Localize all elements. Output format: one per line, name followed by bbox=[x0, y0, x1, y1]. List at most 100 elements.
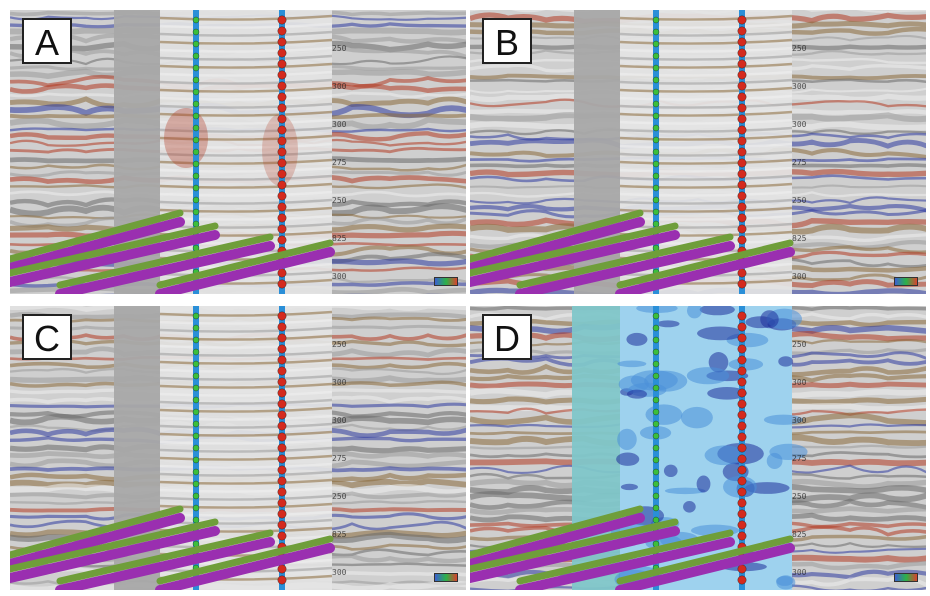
pipe-highlight bbox=[56, 529, 274, 585]
well-marker bbox=[737, 103, 747, 113]
well-marker bbox=[277, 564, 287, 574]
pipe-highlight bbox=[470, 209, 644, 263]
well-marker bbox=[652, 348, 660, 356]
section-reflector bbox=[619, 190, 793, 197]
well-marker bbox=[192, 40, 200, 48]
well-marker bbox=[737, 191, 747, 201]
pipe bbox=[10, 217, 185, 273]
section-reflector bbox=[159, 174, 333, 181]
well-marker bbox=[277, 487, 287, 497]
attribute-blob bbox=[769, 443, 808, 461]
well-marker bbox=[737, 114, 747, 124]
well-marker bbox=[277, 421, 287, 431]
seismic-scene bbox=[470, 306, 926, 590]
section-reflector bbox=[619, 198, 793, 205]
well-marker bbox=[192, 516, 200, 524]
well-marker bbox=[192, 148, 200, 156]
well-marker bbox=[737, 399, 747, 409]
panel-label: D bbox=[482, 314, 532, 360]
well-marker bbox=[737, 333, 747, 343]
depth-tick: 300 bbox=[332, 272, 347, 281]
section-reflector bbox=[159, 198, 333, 205]
section-reflector bbox=[619, 94, 793, 101]
well-marker bbox=[737, 48, 747, 58]
well-marker bbox=[737, 70, 747, 80]
attribute-blob bbox=[683, 501, 696, 513]
color-scale-key bbox=[894, 277, 918, 286]
depth-tick: 275 bbox=[332, 158, 347, 167]
section-reflector bbox=[159, 182, 333, 189]
section-reflector bbox=[159, 190, 333, 197]
pipe-highlight bbox=[516, 529, 734, 585]
well-marker bbox=[277, 377, 287, 387]
well-marker bbox=[652, 492, 660, 500]
section-reflector bbox=[159, 118, 333, 125]
section-reflector bbox=[159, 494, 333, 501]
section-reflector bbox=[619, 54, 793, 61]
well-marker bbox=[652, 136, 660, 144]
well-marker bbox=[277, 136, 287, 146]
well-marker bbox=[737, 465, 747, 475]
well-marker bbox=[192, 196, 200, 204]
well-marker bbox=[652, 28, 660, 36]
section-reflector bbox=[159, 462, 333, 469]
well-marker bbox=[192, 16, 200, 24]
well-marker bbox=[192, 408, 200, 416]
well-marker bbox=[192, 348, 200, 356]
seismic-scene bbox=[470, 10, 926, 294]
attribute-blob bbox=[697, 326, 744, 341]
section-reflector bbox=[159, 78, 333, 85]
well-marker bbox=[192, 480, 200, 488]
section-reflector bbox=[159, 134, 333, 141]
well-marker bbox=[277, 59, 287, 69]
well-marker bbox=[192, 360, 200, 368]
well-marker bbox=[652, 196, 660, 204]
section-reflector bbox=[159, 438, 333, 445]
pipe bbox=[10, 230, 220, 287]
well-marker bbox=[277, 15, 287, 25]
section-reflector bbox=[619, 134, 793, 141]
attribute-blob bbox=[686, 306, 702, 319]
well-marker bbox=[737, 355, 747, 365]
well-marker bbox=[192, 420, 200, 428]
amplitude-anomaly bbox=[164, 108, 208, 168]
well-marker bbox=[192, 100, 200, 108]
well-marker bbox=[277, 103, 287, 113]
section-reflector bbox=[159, 14, 333, 21]
depth-tick: 300 bbox=[792, 272, 807, 281]
well-marker bbox=[737, 498, 747, 508]
depth-tick: 250 bbox=[792, 340, 807, 349]
well-marker bbox=[277, 520, 287, 530]
well-marker bbox=[737, 147, 747, 157]
pipe-highlight bbox=[616, 535, 794, 585]
well-marker bbox=[737, 311, 747, 321]
section-reflector bbox=[159, 398, 333, 405]
well-marker bbox=[277, 476, 287, 486]
section-reflector bbox=[159, 382, 333, 389]
well-marker bbox=[652, 208, 660, 216]
color-scale-key bbox=[434, 573, 458, 582]
section-reflector bbox=[159, 22, 333, 29]
well-marker bbox=[652, 40, 660, 48]
pipe bbox=[470, 526, 680, 583]
section-reflector bbox=[619, 102, 793, 109]
well-marker bbox=[192, 52, 200, 60]
well-marker bbox=[277, 322, 287, 332]
pipe bbox=[515, 537, 735, 590]
section-reflector bbox=[159, 126, 333, 133]
well-marker bbox=[737, 268, 747, 278]
panel-b: 250 300 300 275 250 825 300 B bbox=[470, 10, 926, 294]
pipe-highlight bbox=[470, 505, 644, 559]
well-marker bbox=[737, 410, 747, 420]
attribute-blob bbox=[620, 483, 638, 491]
attribute-blob bbox=[728, 358, 764, 371]
well-marker bbox=[192, 312, 200, 320]
depth-tick: 825 bbox=[332, 530, 347, 539]
attribute-blob bbox=[626, 332, 648, 346]
well-marker bbox=[192, 112, 200, 120]
well-marker bbox=[277, 311, 287, 321]
well-marker bbox=[737, 59, 747, 69]
pipe bbox=[470, 513, 645, 569]
well-marker bbox=[277, 498, 287, 508]
well-marker bbox=[277, 224, 287, 234]
